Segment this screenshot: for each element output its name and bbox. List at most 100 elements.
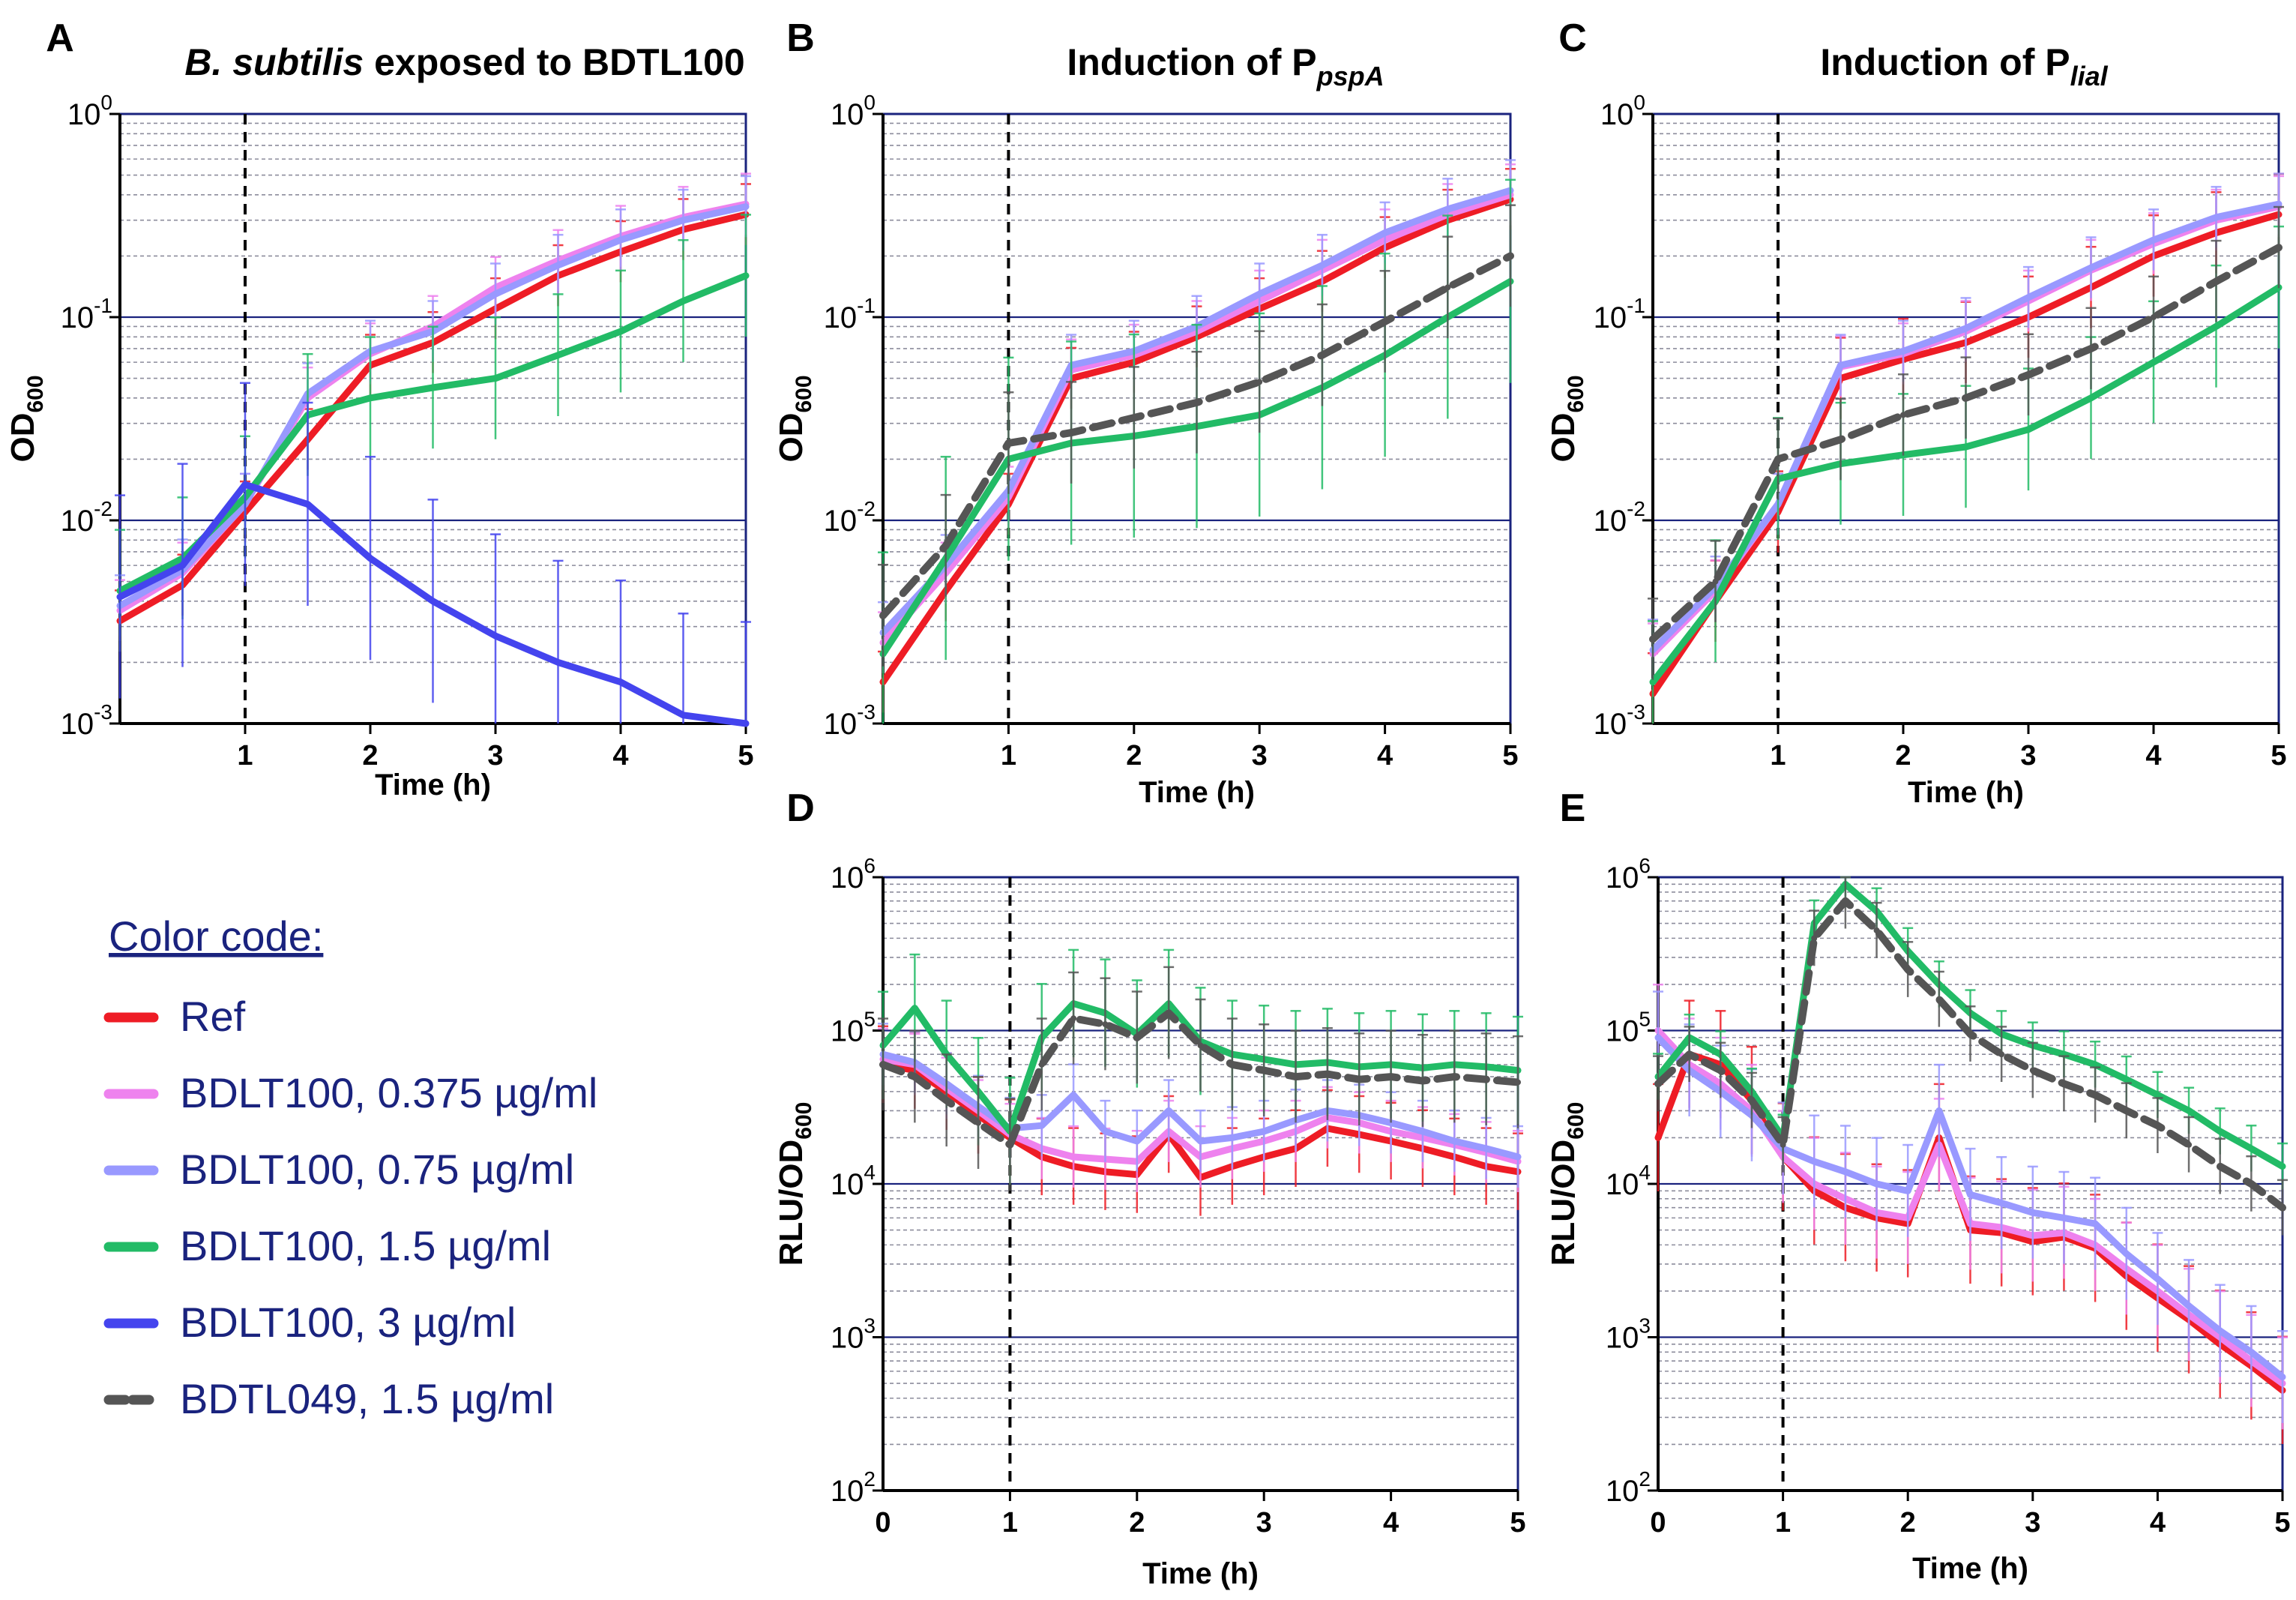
x-tick-label: 3: [1256, 1507, 1272, 1539]
legend-item-label: BDLT100, 3 µg/ml: [180, 1299, 516, 1346]
x-tick-label: 2: [1900, 1507, 1916, 1539]
y-tick-exponent: 6: [1639, 854, 1651, 877]
y-tick-label: 103: [1606, 1314, 1651, 1355]
x-tick-label: 5: [1502, 740, 1518, 772]
legend-item-label: Ref: [180, 993, 246, 1040]
y-tick-base: 10: [1594, 708, 1627, 741]
y-axis-label: RLU/OD600: [773, 1102, 816, 1266]
x-tick-label: 4: [1383, 1507, 1399, 1539]
y-tick-base: 10: [1606, 1015, 1639, 1048]
y-tick-exponent: -1: [857, 294, 876, 317]
y-axis-label: OD600: [1545, 375, 1588, 462]
y-tick-exponent: -3: [94, 700, 112, 724]
y-tick-base: 10: [1606, 861, 1639, 894]
y-tick-label: 10-1: [61, 294, 112, 334]
series-line: [116, 481, 750, 727]
x-tick-label: 4: [2150, 1507, 2166, 1539]
y-tick-label: 10-3: [61, 700, 112, 741]
title-rest: exposed to BDTL100: [364, 41, 744, 83]
x-tick-label: 1: [1775, 1507, 1791, 1539]
x-tick-label: 1: [1770, 740, 1786, 772]
y-tick-base: 10: [1606, 1475, 1639, 1508]
series-line: [1654, 1034, 2286, 1381]
y-tick-exponent: -1: [1627, 294, 1645, 317]
x-tick-label: 5: [1510, 1507, 1525, 1539]
y-tick-exponent: -2: [857, 497, 876, 520]
x-tick-label: 5: [738, 740, 753, 772]
panel-letter: C: [1558, 16, 1587, 60]
series-line: [1649, 283, 2283, 686]
y-axis-label: OD600: [4, 375, 48, 462]
title-promoter: pspA: [1316, 61, 1384, 91]
y-tick-label: 106: [1606, 854, 1651, 894]
x-tick-label: 4: [1377, 740, 1393, 772]
y-tick-exponent: 2: [864, 1467, 876, 1491]
panel-a: AB. subtilis exposed to BDTL10010-310-21…: [4, 16, 754, 801]
x-tick-label: 2: [362, 740, 378, 772]
x-tick-label: 3: [1252, 740, 1268, 772]
y-tick-base: 10: [824, 301, 858, 334]
y-tick-base: 10: [824, 708, 858, 741]
y-tick-exponent: -1: [94, 294, 112, 317]
y-tick-label: 10-1: [1594, 294, 1645, 334]
y-tick-base: 10: [831, 1168, 864, 1201]
panel-title: Induction of Plial: [1820, 41, 2108, 91]
legend-item-label: BDLT100, 0.75 µg/ml: [180, 1146, 574, 1193]
y-tick-label: 10-2: [61, 497, 112, 538]
y-tick-base: 10: [831, 98, 864, 131]
x-tick-label: 4: [612, 740, 628, 772]
x-tick-label: 4: [2145, 740, 2161, 772]
title-main: Induction of P: [1820, 41, 2070, 83]
y-tick-base: 10: [831, 1015, 864, 1048]
y-tick-exponent: 5: [864, 1008, 876, 1031]
x-axis-label: Time (h): [375, 769, 491, 801]
series-line: [116, 272, 750, 595]
y-tick-exponent: 0: [864, 91, 876, 114]
y-tick-label: 10-3: [824, 700, 876, 741]
y-axis-label-main: OD: [773, 413, 810, 463]
series-line: [879, 1050, 1522, 1161]
y-axis-label-sub: 600: [23, 375, 48, 412]
y-tick-label: 104: [831, 1161, 876, 1201]
x-tick-label: 3: [2025, 1507, 2040, 1539]
y-tick-label: 100: [67, 91, 112, 131]
y-tick-base: 10: [1606, 1322, 1639, 1355]
y-tick-exponent: 3: [1639, 1314, 1651, 1338]
y-tick-label: 105: [1606, 1008, 1651, 1048]
y-tick-label: 10-2: [824, 497, 876, 538]
y-tick-label: 100: [1600, 91, 1645, 131]
y-tick-label: 104: [1606, 1161, 1651, 1201]
y-tick-base: 10: [824, 505, 858, 538]
y-axis-label-sub: 600: [1564, 375, 1588, 412]
y-tick-base: 10: [61, 301, 94, 334]
series-line: [879, 1009, 1522, 1149]
legend-title: Color code:: [109, 912, 323, 960]
y-tick-exponent: 4: [1639, 1161, 1651, 1184]
panel-letter: E: [1560, 787, 1586, 830]
y-axis-label: OD600: [773, 375, 816, 462]
legend: Color code: Ref BDLT100, 0.375 µg/ml BDLT10…: [103, 912, 597, 1422]
title-species: B. subtilis: [184, 41, 364, 83]
y-tick-label: 100: [831, 91, 876, 131]
x-tick-label: 2: [1126, 740, 1142, 772]
panel-letter: D: [786, 787, 815, 830]
x-tick-label: 1: [1001, 740, 1016, 772]
x-tick-label: 0: [1650, 1507, 1666, 1539]
y-tick-label: 103: [831, 1314, 876, 1355]
y-tick-exponent: 0: [100, 91, 112, 114]
legend-item-label: BDLT100, 1.5 µg/ml: [180, 1222, 551, 1269]
y-tick-label: 102: [831, 1467, 876, 1508]
y-tick-exponent: 5: [1639, 1008, 1651, 1031]
series-line: [1649, 200, 2283, 654]
series-b3: [115, 382, 751, 727]
y-tick-base: 10: [1606, 1168, 1639, 1201]
y-tick-exponent: 6: [864, 854, 876, 877]
panel-letter: A: [46, 16, 74, 60]
x-tick-label: 5: [2271, 740, 2286, 772]
y-tick-base: 10: [1600, 98, 1634, 131]
y-axis-label-sub: 600: [792, 1102, 816, 1140]
y-tick-exponent: -2: [94, 497, 112, 520]
panel-title: B. subtilis exposed to BDTL100: [184, 41, 744, 83]
